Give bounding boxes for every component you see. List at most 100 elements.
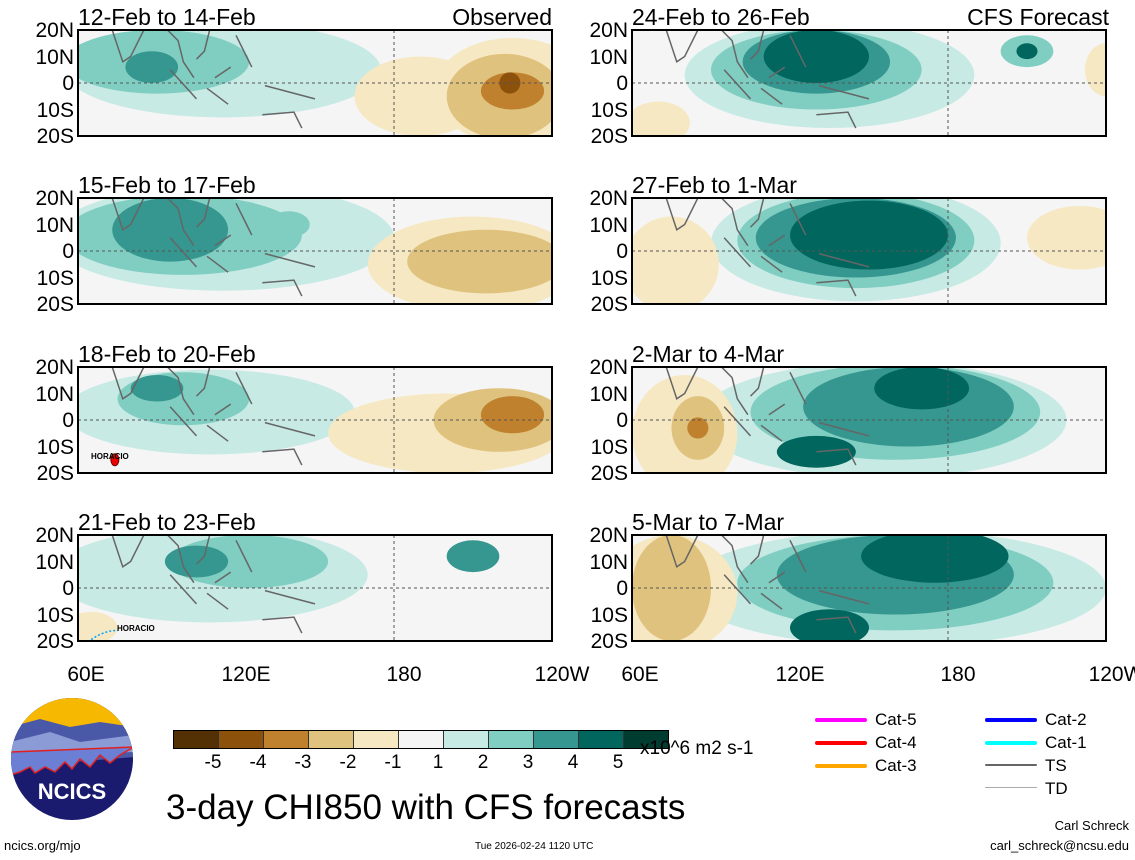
lat-label: 10S — [590, 603, 628, 627]
colorbar-swatch — [624, 731, 668, 748]
lat-label: 10N — [589, 382, 628, 406]
coastline — [665, 198, 749, 247]
coastline — [768, 234, 786, 247]
chi-contour — [78, 611, 118, 641]
coastline — [169, 69, 198, 100]
colorbar-tick: 5 — [612, 752, 624, 773]
lat-label: 10N — [589, 550, 628, 574]
coastline — [214, 66, 232, 79]
legend-label: TS — [1045, 756, 1067, 775]
lat-label: 20S — [590, 462, 628, 485]
coastline — [195, 30, 211, 60]
coastline — [816, 279, 857, 297]
coastline — [169, 574, 198, 605]
lat-label: 10N — [35, 213, 74, 237]
coastline — [262, 616, 303, 634]
colorbar-tick: -3 — [294, 752, 312, 773]
coastline — [206, 592, 229, 610]
lat-label: 10S — [36, 266, 74, 290]
storm-label: HORACIO — [117, 624, 155, 633]
lat-label: 0 — [616, 240, 628, 263]
chi-contour — [861, 535, 1009, 583]
chi-contour — [790, 609, 869, 641]
coastline — [264, 84, 316, 100]
panel-frame — [631, 366, 1107, 474]
panel-frame — [631, 197, 1107, 305]
forecast-label: CFS Forecast — [967, 4, 1109, 30]
coastline — [818, 421, 870, 437]
coastline — [235, 202, 253, 236]
colorbar-swatch — [489, 731, 534, 748]
lat-label: 20N — [35, 524, 74, 547]
svg-text:NCICS: NCICS — [38, 779, 106, 804]
legend-line-cat-1 — [985, 741, 1037, 745]
chi-contour — [632, 216, 719, 304]
lon-label: 60E — [621, 663, 659, 686]
map-panel — [631, 29, 1107, 137]
coastline — [665, 535, 749, 584]
lat-label: 20N — [589, 356, 628, 379]
map-panel — [77, 366, 553, 474]
coastline — [790, 354, 795, 362]
lon-label: 60E — [67, 663, 105, 686]
lon-label: 120E — [775, 663, 825, 686]
chi-contour — [499, 72, 521, 94]
coastline — [665, 30, 749, 79]
legend-label: Cat-2 — [1045, 710, 1087, 729]
coastline — [789, 539, 807, 573]
coastline — [749, 30, 765, 60]
lat-label: 20S — [590, 125, 628, 148]
storm-label: HORACIO — [91, 452, 129, 461]
coastline — [818, 252, 870, 268]
url-text[interactable]: ncics.org/mjo — [4, 838, 81, 853]
coastline — [760, 592, 783, 610]
lat-label: 10S — [36, 435, 74, 459]
lat-label: 0 — [62, 409, 74, 432]
panel-title: 15-Feb to 17-Feb — [78, 172, 256, 198]
panel-title: 24-Feb to 26-Feb — [632, 4, 810, 30]
coastline — [749, 198, 765, 228]
coastline — [214, 571, 232, 584]
coastline — [235, 539, 253, 573]
lat-label: 20N — [589, 187, 628, 210]
coastline — [111, 367, 195, 416]
coastline — [749, 535, 765, 565]
coastline — [264, 589, 316, 605]
chi-contour — [687, 417, 709, 439]
coastline — [723, 69, 752, 100]
lat-label: 20S — [36, 462, 74, 485]
coastline — [768, 403, 786, 416]
colorbar-tick: 3 — [522, 752, 534, 773]
colorbar-swatch — [309, 731, 354, 748]
chi-contour — [632, 535, 711, 641]
map-panel — [77, 29, 553, 137]
lon-label: 180 — [386, 663, 422, 686]
coastline — [789, 202, 807, 236]
coastline — [768, 66, 786, 79]
panel-frame — [77, 366, 553, 474]
email[interactable]: carl_schreck@ncsu.edu — [990, 838, 1129, 853]
coastline — [816, 448, 857, 466]
lon-label: 120W — [1088, 663, 1135, 686]
legend-label: TD — [1045, 779, 1068, 798]
chi-contour — [790, 200, 948, 270]
lat-label: 20S — [36, 293, 74, 316]
coastline — [169, 237, 198, 268]
lat-label: 20S — [36, 125, 74, 148]
coastline — [262, 111, 303, 129]
coastline — [789, 34, 807, 68]
colorbar-swatch — [579, 731, 624, 748]
lat-label: 20N — [589, 19, 628, 42]
colorbar-swatch — [444, 731, 489, 748]
chi-contour — [1016, 43, 1038, 60]
observed-label: Observed — [452, 4, 552, 30]
chi-contour — [1027, 205, 1106, 270]
chi-contour — [480, 396, 545, 434]
legend-label: Cat-1 — [1045, 733, 1087, 752]
lat-label: 10N — [35, 382, 74, 406]
lat-label: 20S — [590, 630, 628, 653]
coastline — [760, 255, 783, 273]
map-panel — [77, 197, 553, 305]
panel-frame — [77, 29, 553, 137]
colorbar-tick: -1 — [384, 752, 402, 773]
